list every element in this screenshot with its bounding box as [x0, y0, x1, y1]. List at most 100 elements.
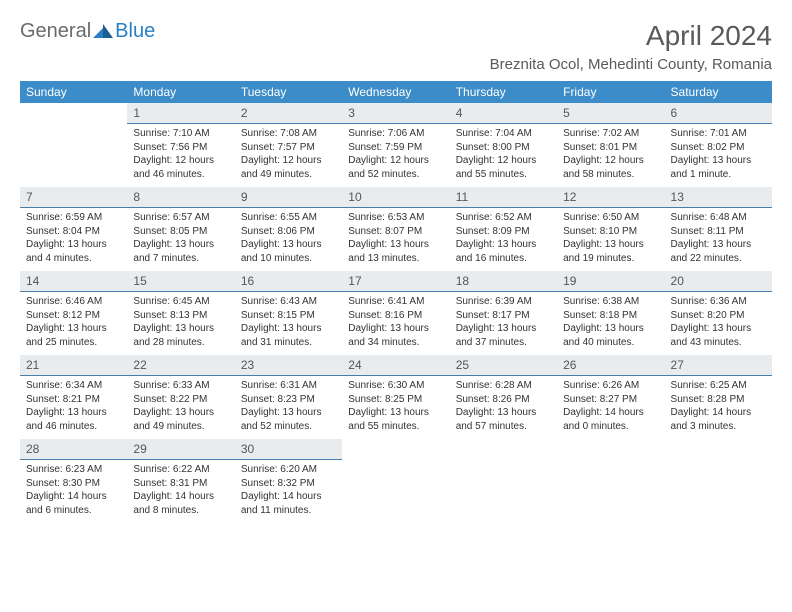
day-number: 23: [235, 355, 342, 376]
detail-line: Sunset: 8:23 PM: [241, 393, 336, 407]
detail-line: Sunrise: 6:33 AM: [133, 379, 228, 393]
detail-line: Sunrise: 6:23 AM: [26, 463, 121, 477]
detail-line: Daylight: 13 hours and 40 minutes.: [563, 322, 658, 349]
day-number: 9: [235, 187, 342, 208]
logo-text-blue: Blue: [115, 20, 155, 43]
day-cell: 13Sunrise: 6:48 AMSunset: 8:11 PMDayligh…: [665, 187, 772, 271]
day-details: Sunrise: 7:08 AMSunset: 7:57 PMDaylight:…: [235, 124, 342, 187]
detail-line: Sunrise: 6:22 AM: [133, 463, 228, 477]
detail-line: Sunrise: 6:38 AM: [563, 295, 658, 309]
day-number: 16: [235, 271, 342, 292]
day-cell: [20, 103, 127, 187]
day-header: Thursday: [450, 81, 557, 103]
day-details: Sunrise: 6:30 AMSunset: 8:25 PMDaylight:…: [342, 376, 449, 439]
day-cell: 1Sunrise: 7:10 AMSunset: 7:56 PMDaylight…: [127, 103, 234, 187]
day-number: [450, 439, 557, 445]
day-cell: 28 Sunrise: 6:23 AMSunset: 8:30 PMDayligh…: [20, 439, 127, 523]
day-cell: 6Sunrise: 7:01 AMSunset: 8:02 PMDaylight…: [665, 103, 772, 187]
day-details: Sunrise: 6:26 AMSunset: 8:27 PMDaylight:…: [557, 376, 664, 439]
detail-line: Sunset: 8:21 PM: [26, 393, 121, 407]
day-details: Sunrise: 6:22 AMSunset: 8:31 PMDaylight:…: [127, 460, 234, 523]
day-cell: 19Sunrise: 6:38 AMSunset: 8:18 PMDayligh…: [557, 271, 664, 355]
day-details: Sunrise: 6:53 AMSunset: 8:07 PMDaylight:…: [342, 208, 449, 271]
detail-line: Daylight: 13 hours and 10 minutes.: [241, 238, 336, 265]
detail-line: Daylight: 14 hours and 8 minutes.: [133, 490, 228, 517]
detail-line: Daylight: 12 hours and 55 minutes.: [456, 154, 551, 181]
day-details: Sunrise: 7:06 AMSunset: 7:59 PMDaylight:…: [342, 124, 449, 187]
day-number: 30: [235, 439, 342, 460]
day-number: 26: [557, 355, 664, 376]
detail-line: Sunset: 8:11 PM: [671, 225, 766, 239]
day-cell: [342, 439, 449, 523]
day-cell: 14Sunrise: 6:46 AMSunset: 8:12 PMDayligh…: [20, 271, 127, 355]
day-header: Friday: [557, 81, 664, 103]
detail-line: Daylight: 13 hours and 4 minutes.: [26, 238, 121, 265]
detail-line: Sunset: 8:26 PM: [456, 393, 551, 407]
detail-line: Daylight: 13 hours and 34 minutes.: [348, 322, 443, 349]
day-cell: [557, 439, 664, 523]
detail-line: Daylight: 13 hours and 57 minutes.: [456, 406, 551, 433]
day-number: 22: [127, 355, 234, 376]
day-cell: 25Sunrise: 6:28 AMSunset: 8:26 PMDayligh…: [450, 355, 557, 439]
detail-line: Sunrise: 6:50 AM: [563, 211, 658, 225]
day-cell: 3Sunrise: 7:06 AMSunset: 7:59 PMDaylight…: [342, 103, 449, 187]
day-header: Wednesday: [342, 81, 449, 103]
detail-line: Sunrise: 7:02 AM: [563, 127, 658, 141]
detail-line: Sunrise: 7:08 AM: [241, 127, 336, 141]
day-cell: [450, 439, 557, 523]
detail-line: Daylight: 13 hours and 31 minutes.: [241, 322, 336, 349]
detail-line: Sunset: 7:56 PM: [133, 141, 228, 155]
detail-line: Sunrise: 6:48 AM: [671, 211, 766, 225]
detail-line: Sunset: 7:59 PM: [348, 141, 443, 155]
day-cell: 27Sunrise: 6:25 AMSunset: 8:28 PMDayligh…: [665, 355, 772, 439]
day-details: Sunrise: 6:52 AMSunset: 8:09 PMDaylight:…: [450, 208, 557, 271]
detail-line: Daylight: 13 hours and 16 minutes.: [456, 238, 551, 265]
week-row: 1Sunrise: 7:10 AMSunset: 7:56 PMDaylight…: [20, 103, 772, 187]
detail-line: Sunset: 8:10 PM: [563, 225, 658, 239]
day-number: 27: [665, 355, 772, 376]
day-number: 29: [127, 439, 234, 460]
day-number: 28: [20, 439, 127, 460]
day-cell: 22Sunrise: 6:33 AMSunset: 8:22 PMDayligh…: [127, 355, 234, 439]
detail-line: Sunset: 8:30 PM: [26, 477, 121, 491]
day-details: Sunrise: 6:36 AMSunset: 8:20 PMDaylight:…: [665, 292, 772, 355]
day-details: Sunrise: 6:34 AMSunset: 8:21 PMDaylight:…: [20, 376, 127, 439]
detail-line: Sunrise: 6:55 AM: [241, 211, 336, 225]
day-cell: 21Sunrise: 6:34 AMSunset: 8:21 PMDayligh…: [20, 355, 127, 439]
detail-line: Daylight: 12 hours and 46 minutes.: [133, 154, 228, 181]
day-number: 13: [665, 187, 772, 208]
day-cell: 10Sunrise: 6:53 AMSunset: 8:07 PMDayligh…: [342, 187, 449, 271]
day-cell: [665, 439, 772, 523]
detail-line: Daylight: 13 hours and 43 minutes.: [671, 322, 766, 349]
week-row: 28Sunrise: 6:23 AMSunset: 8:30 PMDayligh…: [20, 439, 772, 523]
day-details: Sunrise: 6:41 AMSunset: 8:16 PMDaylight:…: [342, 292, 449, 355]
detail-line: Sunrise: 6:57 AM: [133, 211, 228, 225]
day-number: [20, 103, 127, 109]
day-cell: 2Sunrise: 7:08 AMSunset: 7:57 PMDaylight…: [235, 103, 342, 187]
detail-line: Sunrise: 6:25 AM: [671, 379, 766, 393]
day-number: 17: [342, 271, 449, 292]
title-block: April 2024 Breznita Ocol, Mehedinti Coun…: [490, 20, 772, 73]
detail-line: Daylight: 13 hours and 55 minutes.: [348, 406, 443, 433]
calendar-page: General Blue April 2024 Breznita Ocol, M…: [0, 0, 792, 533]
detail-line: Sunrise: 6:52 AM: [456, 211, 551, 225]
detail-line: Daylight: 13 hours and 25 minutes.: [26, 322, 121, 349]
day-cell: 7Sunrise: 6:59 AMSunset: 8:04 PMDaylight…: [20, 187, 127, 271]
day-details: Sunrise: 6:57 AMSunset: 8:05 PMDaylight:…: [127, 208, 234, 271]
day-number: [557, 439, 664, 445]
detail-line: Sunset: 8:32 PM: [241, 477, 336, 491]
detail-line: Sunset: 8:13 PM: [133, 309, 228, 323]
detail-line: Daylight: 12 hours and 58 minutes.: [563, 154, 658, 181]
day-details: Sunrise: 6:28 AMSunset: 8:26 PMDaylight:…: [450, 376, 557, 439]
day-cell: 29Sunrise: 6:22 AMSunset: 8:31 PMDayligh…: [127, 439, 234, 523]
header: General Blue April 2024 Breznita Ocol, M…: [20, 20, 772, 73]
day-number: [665, 439, 772, 445]
detail-line: Sunrise: 7:04 AM: [456, 127, 551, 141]
detail-line: Sunset: 8:12 PM: [26, 309, 121, 323]
day-details: Sunrise: 6:50 AMSunset: 8:10 PMDaylight:…: [557, 208, 664, 271]
day-number: 4: [450, 103, 557, 124]
detail-line: Sunset: 8:15 PM: [241, 309, 336, 323]
detail-line: Sunrise: 6:30 AM: [348, 379, 443, 393]
detail-line: Sunset: 8:28 PM: [671, 393, 766, 407]
detail-line: Daylight: 14 hours and 6 minutes.: [26, 490, 121, 517]
